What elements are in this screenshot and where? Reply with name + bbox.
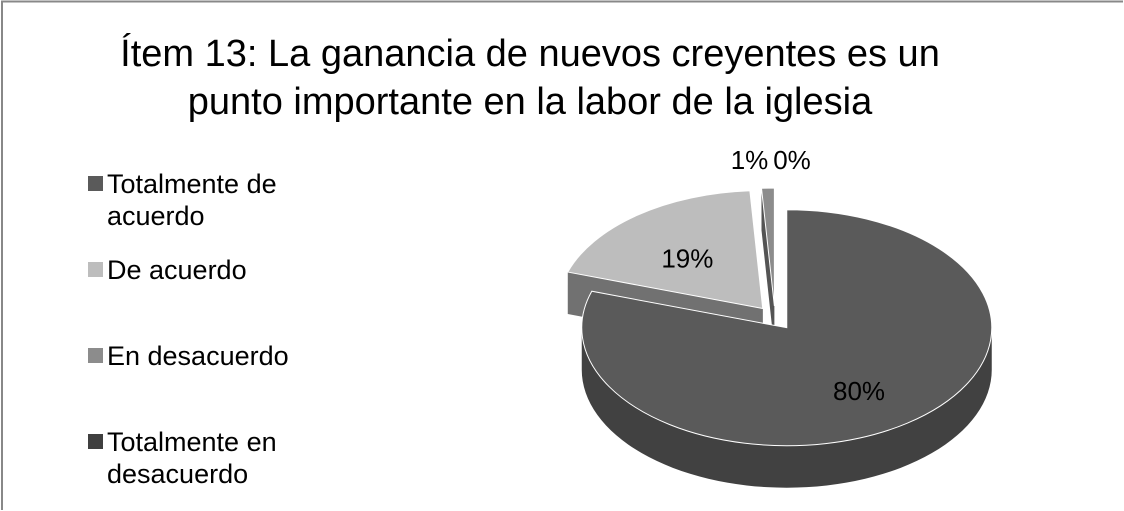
data-label: 0%: [773, 145, 811, 175]
legend-swatch: [88, 348, 103, 363]
legend-swatch: [88, 262, 103, 277]
slice: [581, 209, 993, 488]
data-label: 1%: [731, 145, 769, 175]
legend-item: Totalmente en desacuerdo: [88, 426, 348, 511]
data-label: 19%: [661, 243, 713, 273]
legend-item: De acuerdo: [88, 254, 348, 340]
slice-side: [581, 327, 992, 488]
slice-top: [566, 190, 764, 310]
data-label: 80%: [833, 376, 885, 406]
legend-swatch: [88, 176, 103, 191]
slice-top: [760, 187, 775, 307]
legend-item: En desacuerdo: [88, 340, 348, 426]
legend-item: Totalmente de acuerdo: [88, 168, 348, 254]
legend: Totalmente de acuerdo De acuerdo En desacu…: [88, 168, 348, 511]
slice-top: [581, 209, 993, 447]
slice-wall: [761, 188, 775, 349]
legend-label: Totalmente de acuerdo: [107, 169, 277, 231]
legend-label: De acuerdo: [107, 255, 247, 285]
slice: [760, 187, 775, 349]
chart-title: Ítem 13: La ganancia de nuevos creyentes…: [120, 33, 940, 123]
legend-label: En desacuerdo: [107, 341, 289, 371]
legend-label: Totalmente en desacuerdo: [107, 427, 277, 489]
legend-swatch: [88, 434, 103, 449]
